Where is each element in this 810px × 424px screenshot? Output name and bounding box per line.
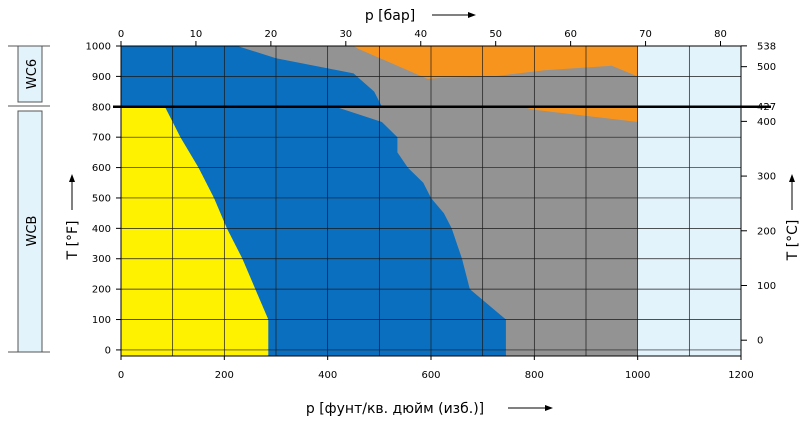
x-top-tick: 60 xyxy=(564,29,577,40)
y-left-tick: 500 xyxy=(92,193,111,204)
region-4 xyxy=(121,106,269,356)
y-left-tick: 800 xyxy=(92,102,111,113)
x-bottom-tick: 0 xyxy=(118,370,124,381)
x-bottom-title: p [фунт/кв. дюйм (изб.)] xyxy=(306,401,484,417)
x-top-tick: 50 xyxy=(489,29,502,40)
wcb-box xyxy=(17,110,43,353)
wcb-label: WCB xyxy=(25,216,40,247)
y-left-tick: 600 xyxy=(92,163,111,174)
y-right-tick: 427 xyxy=(757,102,776,113)
x-top-tick: 0 xyxy=(118,29,124,40)
x-top-tick: 80 xyxy=(714,29,727,40)
wc6-box xyxy=(17,45,43,103)
y-left-tick: 400 xyxy=(92,224,111,235)
y-right-tick: 538 xyxy=(757,41,776,52)
y-right-tick: 200 xyxy=(757,226,776,237)
x-bottom-tick: 400 xyxy=(318,370,337,381)
wc6-label: WC6 xyxy=(25,59,40,89)
x-bottom-tick: 200 xyxy=(215,370,234,381)
x-top-arrow xyxy=(432,12,476,18)
y-left-tick: 300 xyxy=(92,254,111,265)
y-left-tick: 0 xyxy=(105,345,111,356)
grid-layer xyxy=(113,45,771,357)
y-right-tick: 500 xyxy=(757,62,776,73)
y-left-tick: 900 xyxy=(92,72,111,83)
x-bottom-tick: 1000 xyxy=(625,370,650,381)
y-right-arrow xyxy=(789,174,795,210)
x-bottom-tick: 1200 xyxy=(728,370,753,381)
x-bottom-tick: 800 xyxy=(525,370,544,381)
y-left-title: T [°F] xyxy=(65,221,81,261)
y-left-arrow xyxy=(69,174,75,210)
y-left-tick: 200 xyxy=(92,285,111,296)
y-right-tick: 400 xyxy=(757,117,776,128)
y-right-tick: 100 xyxy=(757,281,776,292)
y-right-tick: 300 xyxy=(757,172,776,183)
x-top-tick: 30 xyxy=(339,29,352,40)
x-bottom-arrow xyxy=(508,405,553,411)
x-top-tick: 40 xyxy=(414,29,427,40)
y-left-tick: 700 xyxy=(92,133,111,144)
x-top-tick: 20 xyxy=(265,29,278,40)
x-bottom-tick: 600 xyxy=(421,370,440,381)
y-left-tick: 1000 xyxy=(86,42,111,53)
x-top-tick: 70 xyxy=(639,29,652,40)
x-top-tick: 10 xyxy=(190,29,203,40)
y-right-tick: 0 xyxy=(757,336,763,347)
y-right-title: T [°C] xyxy=(785,220,801,262)
x-top-title: p [бар] xyxy=(365,8,415,24)
y-left-tick: 100 xyxy=(92,315,111,326)
